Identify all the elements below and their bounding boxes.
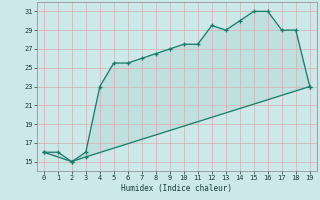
- Polygon shape: [44, 11, 310, 162]
- X-axis label: Humidex (Indice chaleur): Humidex (Indice chaleur): [121, 184, 232, 193]
